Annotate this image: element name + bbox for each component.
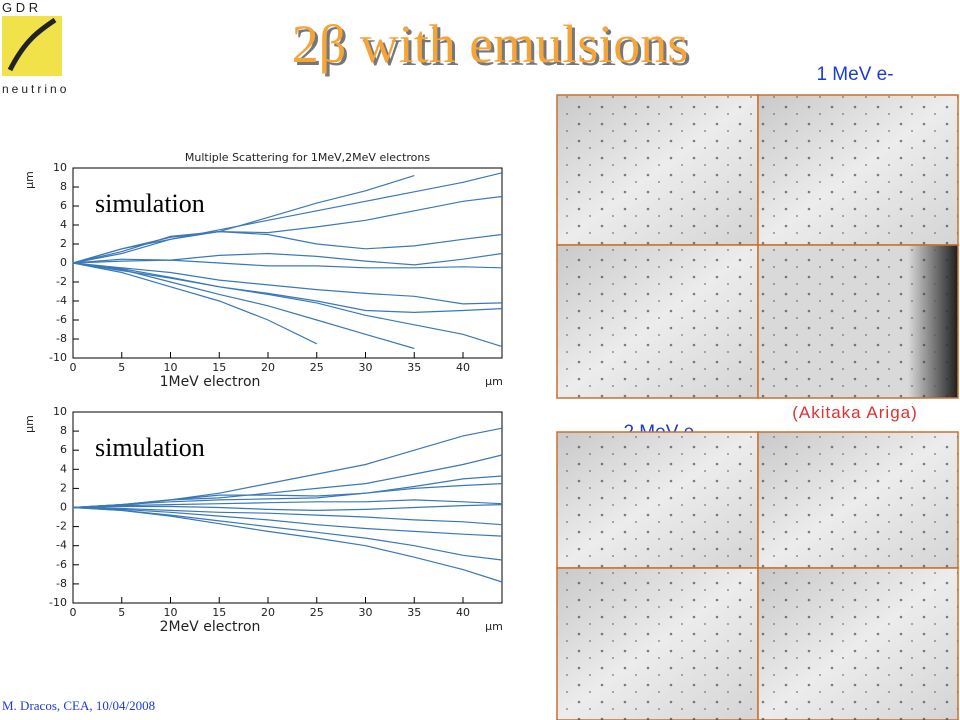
photo-grains [557, 432, 958, 720]
trajectory [72, 506, 503, 526]
x-tick-label: 5 [118, 361, 125, 374]
x-axis-label: 1MeV electron [160, 374, 261, 390]
y-tick-label: 2 [60, 237, 67, 250]
logo-letters: G D R [2, 0, 38, 15]
trajectory [72, 172, 503, 264]
photo-grains [557, 95, 958, 398]
y-tick-label: 2 [60, 481, 67, 494]
trajectory [72, 259, 503, 269]
y-axis-label: μm [23, 415, 36, 433]
sim-label: simulation [95, 433, 205, 462]
sim-label: simulation [95, 189, 205, 218]
x-tick-label: 10 [164, 361, 178, 374]
x-axis-unit: μm [485, 620, 503, 633]
trajectory [72, 262, 503, 314]
logo: G D R neutrino [2, 0, 69, 96]
trajectory [72, 483, 503, 509]
y-tick-label: -4 [56, 294, 67, 307]
trajectory [72, 195, 503, 264]
x-tick-label: 10 [164, 606, 178, 619]
x-tick-label: 25 [310, 606, 324, 619]
trajectory [72, 262, 415, 350]
x-tick-label: 30 [359, 606, 373, 619]
footer: M. Dracos, CEA, 10/04/2008 [2, 698, 155, 713]
x-tick-label: 0 [70, 361, 77, 374]
slide-title: 2β with emulsions [292, 14, 688, 74]
trajectory [72, 262, 318, 345]
logo-swoosh [7, 17, 57, 72]
x-tick-label: 20 [261, 606, 275, 619]
y-tick-label: -2 [56, 275, 67, 288]
y-tick-label: -10 [49, 596, 67, 609]
x-tick-label: 40 [456, 606, 470, 619]
y-tick-label: -10 [49, 351, 67, 364]
x-axis-label: 2MeV electron [160, 619, 261, 635]
trajectory [72, 454, 503, 509]
x-tick-label: 20 [261, 361, 275, 374]
y-tick-label: 6 [60, 199, 67, 212]
y-tick-label: 0 [60, 256, 67, 269]
y-tick-label: 4 [60, 218, 67, 231]
x-tick-label: 40 [456, 361, 470, 374]
y-axis-label: μm [23, 171, 36, 189]
title-shadow: 2β with emulsions [295, 17, 691, 77]
trajectory [72, 506, 503, 537]
y-tick-label: 10 [53, 405, 67, 418]
y-tick-label: -8 [56, 332, 67, 345]
x-tick-label: 0 [70, 606, 77, 619]
y-tick-label: -6 [56, 313, 67, 326]
y-tick-label: 8 [60, 424, 67, 437]
trajectory [72, 506, 503, 583]
x-tick-label: 5 [118, 606, 125, 619]
y-tick-label: 0 [60, 501, 67, 514]
y-tick-label: 6 [60, 443, 67, 456]
y-tick-label: -4 [56, 539, 67, 552]
x-tick-label: 15 [212, 361, 226, 374]
x-tick-label: 35 [407, 361, 421, 374]
logo-word: neutrino [2, 82, 69, 96]
trajectory [72, 252, 503, 266]
x-tick-label: 35 [407, 606, 421, 619]
chart-title: Multiple Scattering for 1MeV,2MeV electr… [185, 151, 430, 164]
y-tick-label: 8 [60, 180, 67, 193]
y-tick-label: 4 [60, 462, 67, 475]
y-tick-label: 10 [53, 161, 67, 174]
credit: (Akitaka Ariga) [792, 403, 918, 422]
photo-label: 1 MeV e- [816, 64, 893, 85]
y-tick-label: -8 [56, 577, 67, 590]
x-tick-label: 25 [310, 361, 324, 374]
y-tick-label: -2 [56, 520, 67, 533]
x-tick-label: 15 [212, 606, 226, 619]
photos [556, 94, 959, 720]
y-tick-label: -6 [56, 558, 67, 571]
trajectory [72, 262, 503, 305]
x-axis-unit: μm [485, 375, 503, 388]
trajectory [72, 262, 503, 348]
x-tick-label: 30 [359, 361, 373, 374]
trajectory [72, 230, 503, 264]
trajectory [72, 504, 503, 512]
trajectory [72, 499, 503, 509]
